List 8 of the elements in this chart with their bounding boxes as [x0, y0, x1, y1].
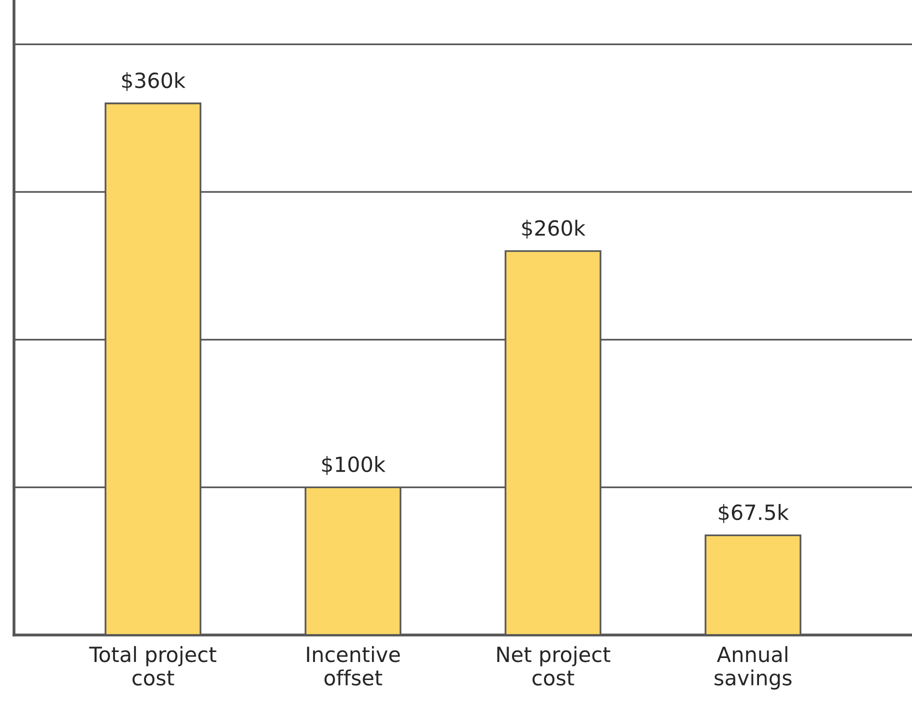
x-tick-label: Incentive offset: [307, 646, 400, 686]
data-label: $360k: [122, 72, 186, 91]
data-label: $67.5k: [718, 504, 789, 523]
x-tick-label: Total project cost: [89, 646, 216, 686]
data-label: $100k: [322, 456, 386, 475]
x-tick-label: Annual savings: [714, 646, 792, 690]
x-tick-label: Net project cost: [497, 646, 610, 686]
data-label: $260k: [522, 220, 586, 239]
